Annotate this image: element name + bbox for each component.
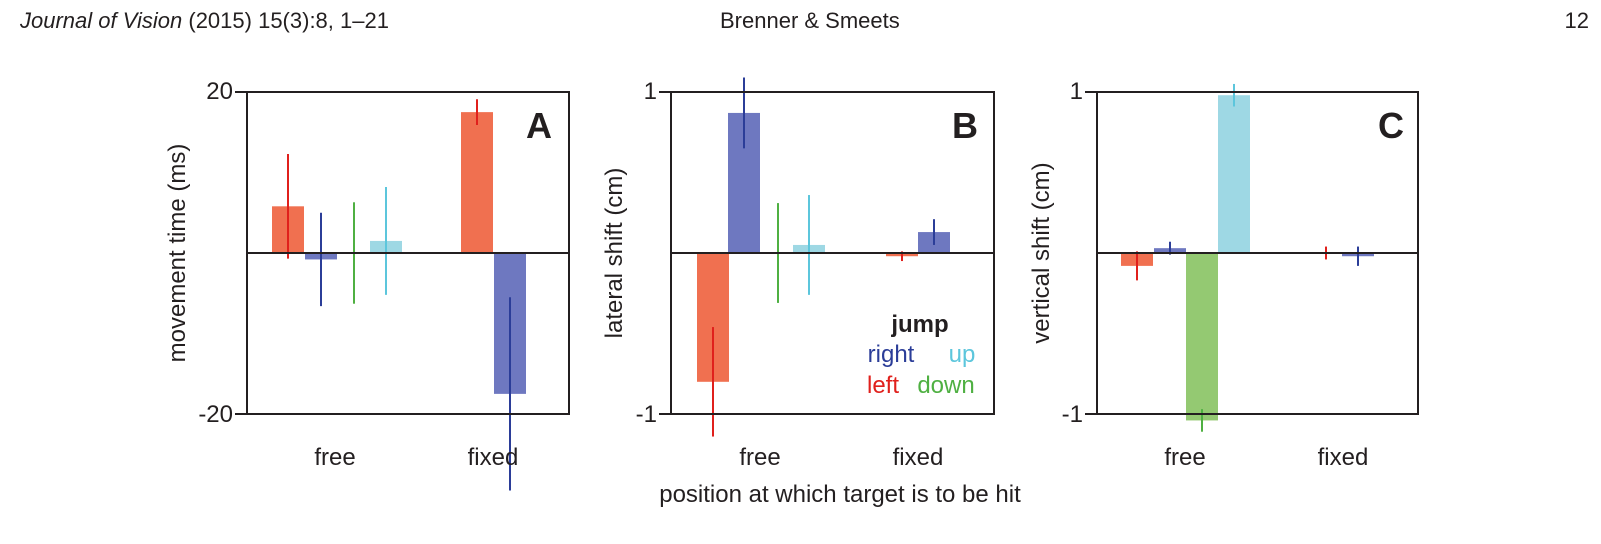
panel-label-B: B <box>952 105 978 146</box>
shared-x-axis-label: position at which target is to be hit <box>659 481 1021 508</box>
bar-up-free <box>1218 95 1250 253</box>
x-category-label-fixed: fixed <box>1318 444 1369 471</box>
x-category-label-free: free <box>1164 444 1205 471</box>
y-axis-label: lateral shift (cm) <box>601 168 628 339</box>
citation-text: (2015) 15(3):8, 1–21 <box>188 8 389 33</box>
y-axis-label: vertical shift (cm) <box>1028 162 1055 343</box>
x-category-label-free: free <box>739 444 780 471</box>
legend-item-left: left <box>867 372 899 399</box>
panel-label-C: C <box>1378 105 1404 146</box>
bar-down-free <box>1186 253 1218 421</box>
running-header-authors: Brenner & Smeets <box>720 8 900 33</box>
x-category-label-free: free <box>314 444 355 471</box>
y-tick-label-bottom: -20 <box>198 401 233 428</box>
x-category-label-fixed: fixed <box>468 444 519 471</box>
y-axis-label: movement time (ms) <box>164 144 191 363</box>
page-number: 12 <box>1564 8 1589 33</box>
journal-name: Journal of Vision <box>20 8 183 33</box>
y-tick-label-top: 1 <box>644 78 657 105</box>
running-header-citation: Journal of Vision (2015) 15(3):8, 1–21 <box>20 8 389 34</box>
legend-item-right: right <box>868 341 915 368</box>
x-category-label-fixed: fixed <box>893 444 944 471</box>
panel-label-A: A <box>526 105 552 146</box>
y-tick-label-top: 1 <box>1070 78 1083 105</box>
legend-item-down: down <box>917 372 974 399</box>
y-tick-label-top: 20 <box>206 78 233 105</box>
bar-left-fixed <box>461 112 493 253</box>
y-tick-label-bottom: -1 <box>636 401 657 428</box>
legend-item-up: up <box>949 341 976 368</box>
legend-title: jump <box>890 311 948 338</box>
y-tick-label-bottom: -1 <box>1062 401 1083 428</box>
